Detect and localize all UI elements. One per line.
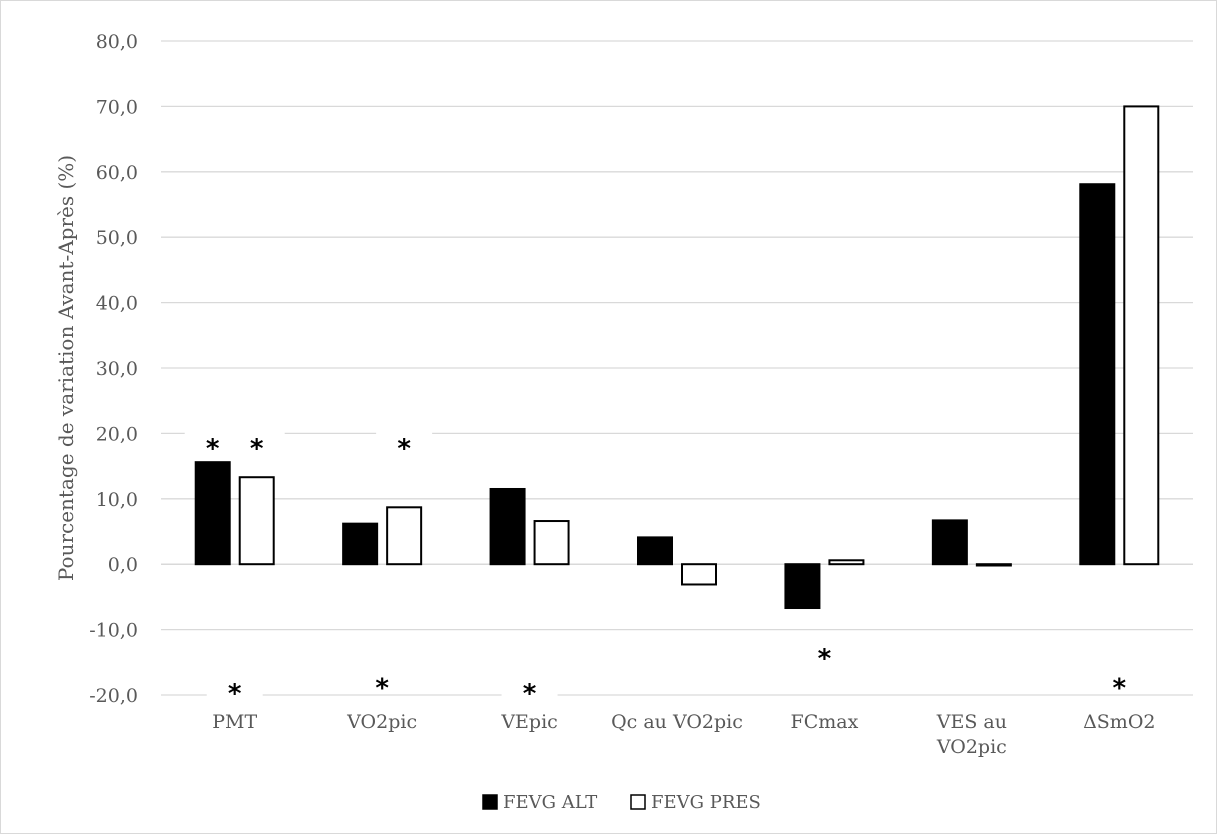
bar xyxy=(194,461,231,566)
x-tick-label: ΔSmO2 xyxy=(1083,711,1155,733)
y-tick-label: 20,0 xyxy=(96,423,138,445)
bar xyxy=(784,563,821,610)
y-tick-label: 30,0 xyxy=(96,358,138,380)
gridlines xyxy=(161,40,1193,696)
bar xyxy=(533,520,570,566)
significance-markers: * * * * * * * * xyxy=(184,427,1148,709)
marker-backing xyxy=(501,671,558,698)
bar xyxy=(386,506,423,566)
bar xyxy=(681,563,717,586)
bar xyxy=(828,559,865,566)
bar xyxy=(1079,183,1116,566)
y-tick-label: 80,0 xyxy=(96,31,138,53)
legend-label: FEVG ALT xyxy=(503,792,597,813)
x-tick-label: VEpic xyxy=(500,711,557,733)
bars xyxy=(194,105,1160,610)
bar xyxy=(342,522,379,566)
bar xyxy=(637,536,673,566)
significance-star: * xyxy=(1112,674,1126,704)
x-tick-label: VES au VO2pic xyxy=(936,711,1007,758)
y-tick-label: 70,0 xyxy=(96,96,138,118)
significance-star: * xyxy=(397,434,411,464)
legend-swatch xyxy=(482,794,498,810)
marker-backing xyxy=(1091,666,1148,693)
bar xyxy=(238,476,275,566)
significance-star: * xyxy=(375,674,389,704)
y-tick-label: 50,0 xyxy=(96,227,138,249)
y-axis-title: Pourcentage de variation Avant-Après (%) xyxy=(54,155,78,581)
marker-backing xyxy=(228,427,285,454)
marker-backing xyxy=(376,427,433,454)
y-tick-label: -20,0 xyxy=(89,685,138,707)
legend-label: FEVG PRES xyxy=(651,792,761,813)
bar xyxy=(975,563,1012,567)
significance-star: * xyxy=(523,679,537,709)
x-tick-label: VO2pic xyxy=(346,711,417,733)
significance-star: * xyxy=(818,644,832,674)
bar xyxy=(489,487,526,566)
y-tick-label: 60,0 xyxy=(96,162,138,184)
bar xyxy=(1123,105,1160,566)
bar xyxy=(931,519,968,566)
marker-backing xyxy=(796,637,853,664)
significance-star: * xyxy=(250,434,264,464)
legend: FEVG ALT FEVG PRES xyxy=(482,792,761,813)
x-tick-label: FCmax xyxy=(791,711,859,733)
y-tick-label: 0,0 xyxy=(108,554,138,576)
significance-star: * xyxy=(228,679,242,709)
marker-backing xyxy=(206,671,263,698)
x-tick-labels: PMT VO2pic VEpic Qc au VO2pic FCmax VES au VO2… xyxy=(212,711,1155,758)
y-tick-label: -10,0 xyxy=(89,620,138,642)
x-tick-label: PMT xyxy=(212,711,257,733)
y-tick-label: 10,0 xyxy=(96,489,138,511)
marker-backing xyxy=(354,666,411,693)
legend-swatch xyxy=(630,794,646,810)
y-tick-labels: -20,0 -10,0 0,0 10,0 20,0 30,0 40,0 50,0 60,0 70,… xyxy=(89,31,138,707)
significance-star: * xyxy=(206,434,220,464)
y-tick-label: 40,0 xyxy=(96,293,138,315)
x-tick-label: Qc au VO2pic xyxy=(611,711,743,733)
